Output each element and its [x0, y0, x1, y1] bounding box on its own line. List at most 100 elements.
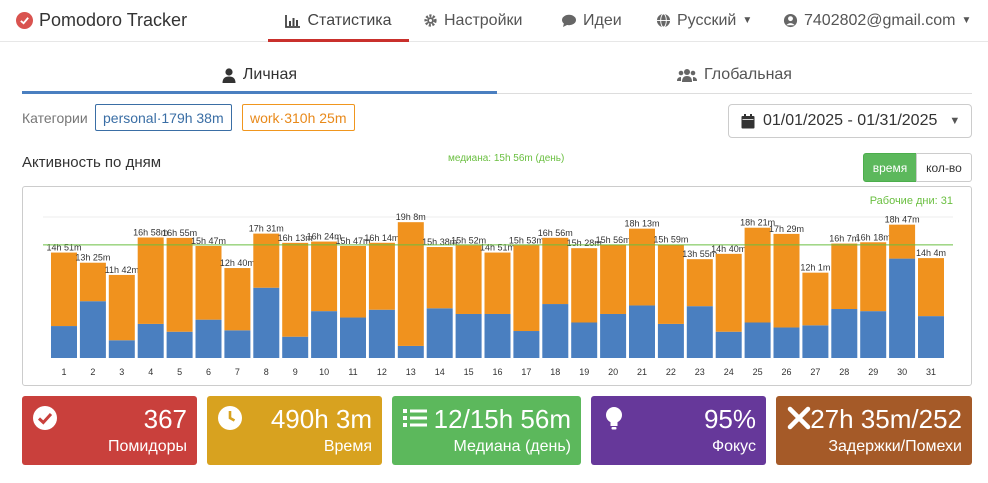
- bar-personal: [773, 327, 800, 358]
- nav-statistics[interactable]: Статистика: [268, 0, 409, 42]
- bar-personal: [860, 311, 887, 358]
- bar-data-label: 18h 21m: [740, 218, 775, 228]
- lightbulb-icon: [601, 405, 627, 431]
- bar-personal: [484, 313, 511, 358]
- chart-title: Активность по дням: [22, 154, 162, 171]
- bar-data-label: 15h 53m: [509, 235, 544, 245]
- nav-settings-label: Настройки: [444, 11, 523, 29]
- x-tick-label: 9: [293, 367, 298, 377]
- x-tick-label: 22: [666, 367, 676, 377]
- x-tick-label: 28: [839, 367, 849, 377]
- nav-settings[interactable]: Настройки: [423, 0, 522, 41]
- tab-personal[interactable]: Личная: [22, 58, 497, 94]
- bar-data-label: 13h 55m: [682, 249, 717, 259]
- x-tick-label: 25: [753, 367, 763, 377]
- x-tick-label: 7: [235, 367, 240, 377]
- toggle-count-button[interactable]: кол-во: [916, 153, 972, 182]
- date-range-picker[interactable]: 01/01/2025 - 01/31/2025 ▼: [728, 104, 972, 138]
- date-range-value: 01/01/2025 - 01/31/2025: [763, 112, 938, 129]
- bar-data-label: 16h 13m: [278, 233, 313, 243]
- stats-tabs: Личная Глобальная: [22, 58, 972, 94]
- category-work-badge[interactable]: work·310h 25m: [242, 104, 355, 131]
- bar-personal: [397, 345, 424, 358]
- chevron-down-icon: ▼: [742, 15, 753, 26]
- bar-work: [79, 262, 106, 302]
- bar-data-label: 19h 8m: [396, 212, 426, 222]
- categories-label: Категории: [22, 110, 88, 126]
- bar-personal: [368, 309, 395, 358]
- bar-personal: [918, 316, 944, 358]
- bar-work: [51, 252, 77, 327]
- bar-data-label: 16h 24m: [307, 232, 342, 242]
- account-dropdown[interactable]: 7402802@gmail.com ▼: [783, 0, 971, 41]
- bar-personal: [108, 340, 135, 358]
- bar-work: [513, 245, 540, 332]
- stat-tile-value: 95%: [703, 404, 756, 434]
- bar-personal: [657, 323, 684, 358]
- bar-personal: [195, 319, 222, 358]
- language-label: Русский: [677, 11, 737, 29]
- working-days-annotation: Рабочие дни: 31: [870, 195, 953, 207]
- user-icon: [222, 67, 236, 83]
- x-tick-label: 23: [695, 367, 705, 377]
- bar-work: [571, 248, 598, 323]
- stat-tile-label: Фокус: [711, 438, 756, 455]
- median-note: медиана: 15h 56m (день): [448, 153, 565, 164]
- x-tick-label: 20: [608, 367, 618, 377]
- stat-tile: 12/15h 56m Медиана (день): [392, 396, 581, 465]
- bar-work: [629, 228, 655, 306]
- toggle-time-button[interactable]: время: [863, 153, 917, 182]
- bar-data-label: 15h 59m: [653, 235, 688, 245]
- bar-data-label: 15h 52m: [451, 235, 486, 245]
- bar-personal: [629, 305, 655, 358]
- stat-tile: 95% Фокус: [591, 396, 766, 465]
- bar-work: [166, 237, 193, 332]
- nav-ideas[interactable]: Идеи: [561, 0, 622, 41]
- x-tick-label: 21: [637, 367, 647, 377]
- x-tick-label: 1: [61, 367, 66, 377]
- bar-data-label: 14h 51m: [46, 243, 81, 253]
- bar-work: [397, 222, 424, 346]
- stat-tile-value: 367: [143, 404, 187, 434]
- bar-personal: [889, 258, 916, 358]
- bar-personal: [715, 331, 742, 358]
- language-dropdown[interactable]: Русский ▼: [656, 0, 752, 41]
- x-tick-label: 16: [492, 367, 502, 377]
- x-tick-label: 27: [810, 367, 820, 377]
- stat-tile-label: Помидоры: [108, 438, 187, 455]
- bar-data-label: 16h 14m: [364, 233, 399, 243]
- bar-data-label: 16h 18m: [856, 232, 891, 242]
- x-tick-label: 31: [926, 367, 936, 377]
- bar-data-label: 15h 47m: [191, 236, 226, 246]
- x-tick-label: 29: [868, 367, 878, 377]
- account-label: 7402802@gmail.com: [804, 11, 956, 29]
- stat-tile-value: 12/15h 56m: [433, 404, 571, 434]
- bar-work: [773, 233, 800, 328]
- bar-work: [368, 242, 395, 310]
- brand[interactable]: Pomodoro Tracker: [16, 10, 187, 31]
- bar-data-label: 17h 31m: [249, 224, 284, 234]
- x-tick-label: 2: [90, 367, 95, 377]
- bar-personal: [600, 313, 627, 358]
- bar-work: [918, 258, 944, 317]
- globe-icon: [656, 13, 671, 28]
- check-circle-icon: [32, 405, 58, 431]
- bar-personal: [831, 309, 858, 358]
- bar-work: [137, 237, 164, 324]
- bar-personal: [513, 331, 540, 358]
- stat-tile: 490h 3m Время: [207, 396, 382, 465]
- bar-personal: [51, 326, 77, 358]
- category-personal-badge[interactable]: personal·179h 38m: [95, 104, 232, 131]
- bar-work: [744, 227, 771, 323]
- bar-personal: [542, 304, 569, 358]
- bar-data-label: 16h 7m: [829, 234, 859, 244]
- x-tick-label: 11: [348, 367, 357, 377]
- bar-work: [715, 253, 742, 332]
- bar-data-label: 13h 25m: [75, 253, 110, 263]
- tab-global[interactable]: Глобальная: [497, 58, 972, 92]
- bar-work: [340, 245, 366, 318]
- bar-personal: [282, 336, 309, 358]
- bar-work: [282, 242, 309, 337]
- chevron-down-icon: ▼: [961, 15, 972, 26]
- x-tick-label: 18: [550, 367, 560, 377]
